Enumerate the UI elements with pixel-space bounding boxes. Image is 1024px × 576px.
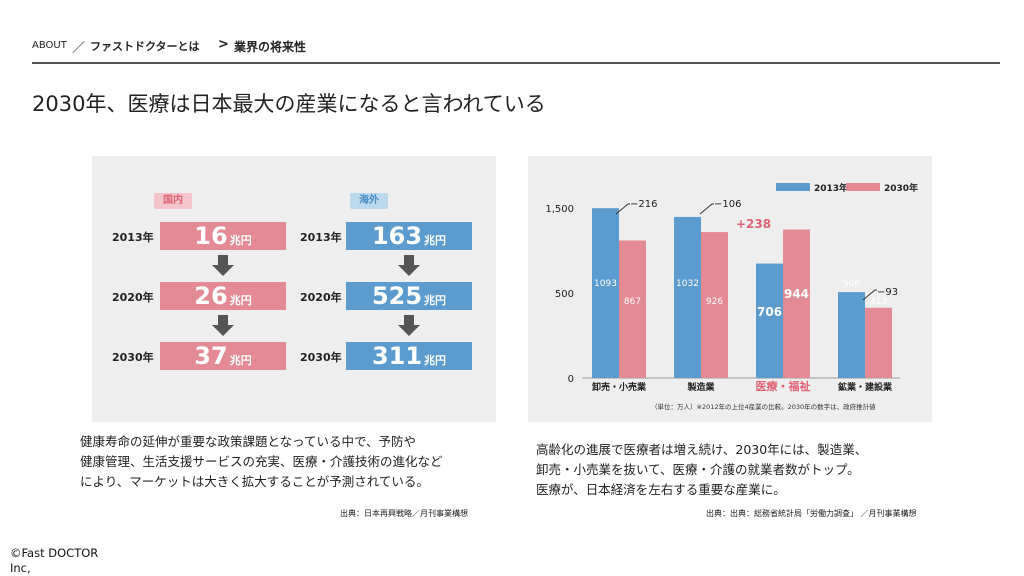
description-line: 卸売・小売業を抜いて、医療・介護の就業者数がトップ。 xyxy=(536,462,860,477)
breadcrumb-chevron: > xyxy=(218,37,229,52)
bar-2013 xyxy=(838,292,865,378)
description-line: 高齢化の進展で医療者は増え続け、2030年には、製造業、 xyxy=(536,442,868,457)
domestic-value: 16 xyxy=(194,222,228,250)
description-line: 医療が、日本経済を左右する重要な産業に。 xyxy=(536,482,786,497)
bar-2013 xyxy=(592,208,619,378)
bar-value-label: 926 xyxy=(706,297,723,307)
right-description: 高齢化の進展で医療者は増え続け、2030年には、製造業、 卸売・小売業を抜いて、… xyxy=(536,440,867,500)
difference-label: +238 xyxy=(736,217,771,231)
year-label-overseas: 2020年 xyxy=(300,291,342,304)
bar-value-label: 944 xyxy=(784,287,809,301)
breadcrumb-about[interactable]: ABOUT xyxy=(32,40,67,51)
bar-2030 xyxy=(701,232,728,378)
unit-label: 兆円 xyxy=(424,294,447,307)
y-tick-label: 500 xyxy=(555,289,574,300)
right-source: 出典：出典：総務省統計局「労働力調査」 ／月刊事業構想 xyxy=(706,509,917,518)
y-tick-label: 1,500 xyxy=(545,204,574,215)
category-label: 製造業 xyxy=(686,381,715,393)
difference-label: −216 xyxy=(630,199,657,210)
bar-2030 xyxy=(783,229,810,378)
copyright-line: Inc, xyxy=(10,561,31,575)
description-line: 健康管理、生活支援サービスの充実、医療・介護技術の進化など xyxy=(80,454,443,469)
breadcrumb-current: 業界の将来性 xyxy=(234,40,307,54)
down-arrow-icon xyxy=(212,315,234,336)
overseas-value-box: 311 兆円 xyxy=(346,342,472,370)
breadcrumb-separator: ／ xyxy=(72,41,86,56)
down-arrow-icon xyxy=(212,255,234,276)
description-line: 健康寿命の延伸が重要な政策課題となっている中で、予防や xyxy=(80,434,417,449)
overseas-value: 311 xyxy=(371,342,423,370)
category-label: 鉱業・建設業 xyxy=(838,381,893,393)
domestic-value-box: 37 兆円 xyxy=(160,342,286,370)
difference-leader-line xyxy=(862,289,877,301)
difference-label: −93 xyxy=(877,287,898,298)
chart-note: （単位：万人）※2012年の上位4産業の比較。2030年の数字は、政府推計値 xyxy=(651,402,876,411)
bar-2013 xyxy=(674,216,701,378)
overseas-value: 163 xyxy=(371,222,423,250)
unit-label: 兆円 xyxy=(229,294,252,307)
bar-value-label: 413 xyxy=(870,297,887,307)
employment-chart-panel: 0 500 1,500 1093 867 卸売・小売業 1032 926 製造業 706 944 医療… xyxy=(528,156,932,422)
y-tick-label: 0 xyxy=(568,374,574,385)
overseas-tag: 海外 xyxy=(350,193,388,209)
category-label: 卸売・小売業 xyxy=(592,381,647,393)
legend-swatch xyxy=(846,183,880,191)
breadcrumb-subtitle[interactable]: ファストドクターとは xyxy=(90,40,200,53)
year-label-domestic: 2020年 xyxy=(112,291,154,304)
legend-label: 2030年 xyxy=(884,182,918,194)
domestic-value: 37 xyxy=(194,342,228,370)
market-size-panel: 国内 海外 2013年 16 兆円 2013年 163 兆円 2020年 26 兆円 … xyxy=(92,156,496,422)
bar-2013 xyxy=(756,263,783,378)
domestic-tag: 国内 xyxy=(154,193,192,209)
bar-value-label: 506 xyxy=(843,279,860,289)
copyright-line: ©Fast DOCTOR xyxy=(10,546,99,560)
bar-value-label: 1093 xyxy=(594,279,617,289)
legend-swatch xyxy=(776,183,810,191)
year-label-overseas: 2030年 xyxy=(300,351,342,364)
legend-label: 2013年 xyxy=(814,182,848,194)
difference-leader-line xyxy=(615,203,630,215)
domestic-value: 26 xyxy=(194,282,228,310)
difference-label: −106 xyxy=(714,199,741,210)
domestic-value-box: 16 兆円 xyxy=(160,222,286,250)
overseas-value-box: 525 兆円 xyxy=(346,282,472,310)
bar-value-label: 1032 xyxy=(676,279,699,289)
domestic-value-box: 26 兆円 xyxy=(160,282,286,310)
copyright: ©Fast DOCTOR Inc, xyxy=(10,546,98,576)
year-label-domestic: 2013年 xyxy=(112,231,154,244)
bar-value-label: 867 xyxy=(624,297,641,307)
page-title: 2030年、医療は日本最大の産業になると言われている xyxy=(32,92,546,116)
bar-value-label: 706 xyxy=(757,305,782,319)
left-description: 健康寿命の延伸が重要な政策課題となっている中で、予防や 健康管理、生活支援サービ… xyxy=(80,432,443,492)
unit-label: 兆円 xyxy=(229,354,252,367)
overseas-value-box: 163 兆円 xyxy=(346,222,472,250)
category-label: 医療・福祉 xyxy=(756,379,811,393)
bar-2030 xyxy=(865,307,892,378)
unit-label: 兆円 xyxy=(424,234,447,247)
unit-label: 兆円 xyxy=(424,354,447,367)
year-label-overseas: 2013年 xyxy=(300,231,342,244)
bar-2030 xyxy=(619,240,646,378)
down-arrow-icon xyxy=(398,315,420,336)
left-source: 出典：日本再興戦略／月刊事業構想 xyxy=(340,509,468,518)
breadcrumb-header: ABOUT ／ ファストドクターとは > 業界の将来性 xyxy=(32,36,1000,64)
year-label-domestic: 2030年 xyxy=(112,351,154,364)
unit-label: 兆円 xyxy=(229,234,252,247)
down-arrow-icon xyxy=(398,255,420,276)
description-line: により、マーケットは大きく拡大することが予測されている。 xyxy=(80,474,429,489)
overseas-value: 525 xyxy=(371,282,423,310)
difference-leader-line xyxy=(699,203,714,215)
